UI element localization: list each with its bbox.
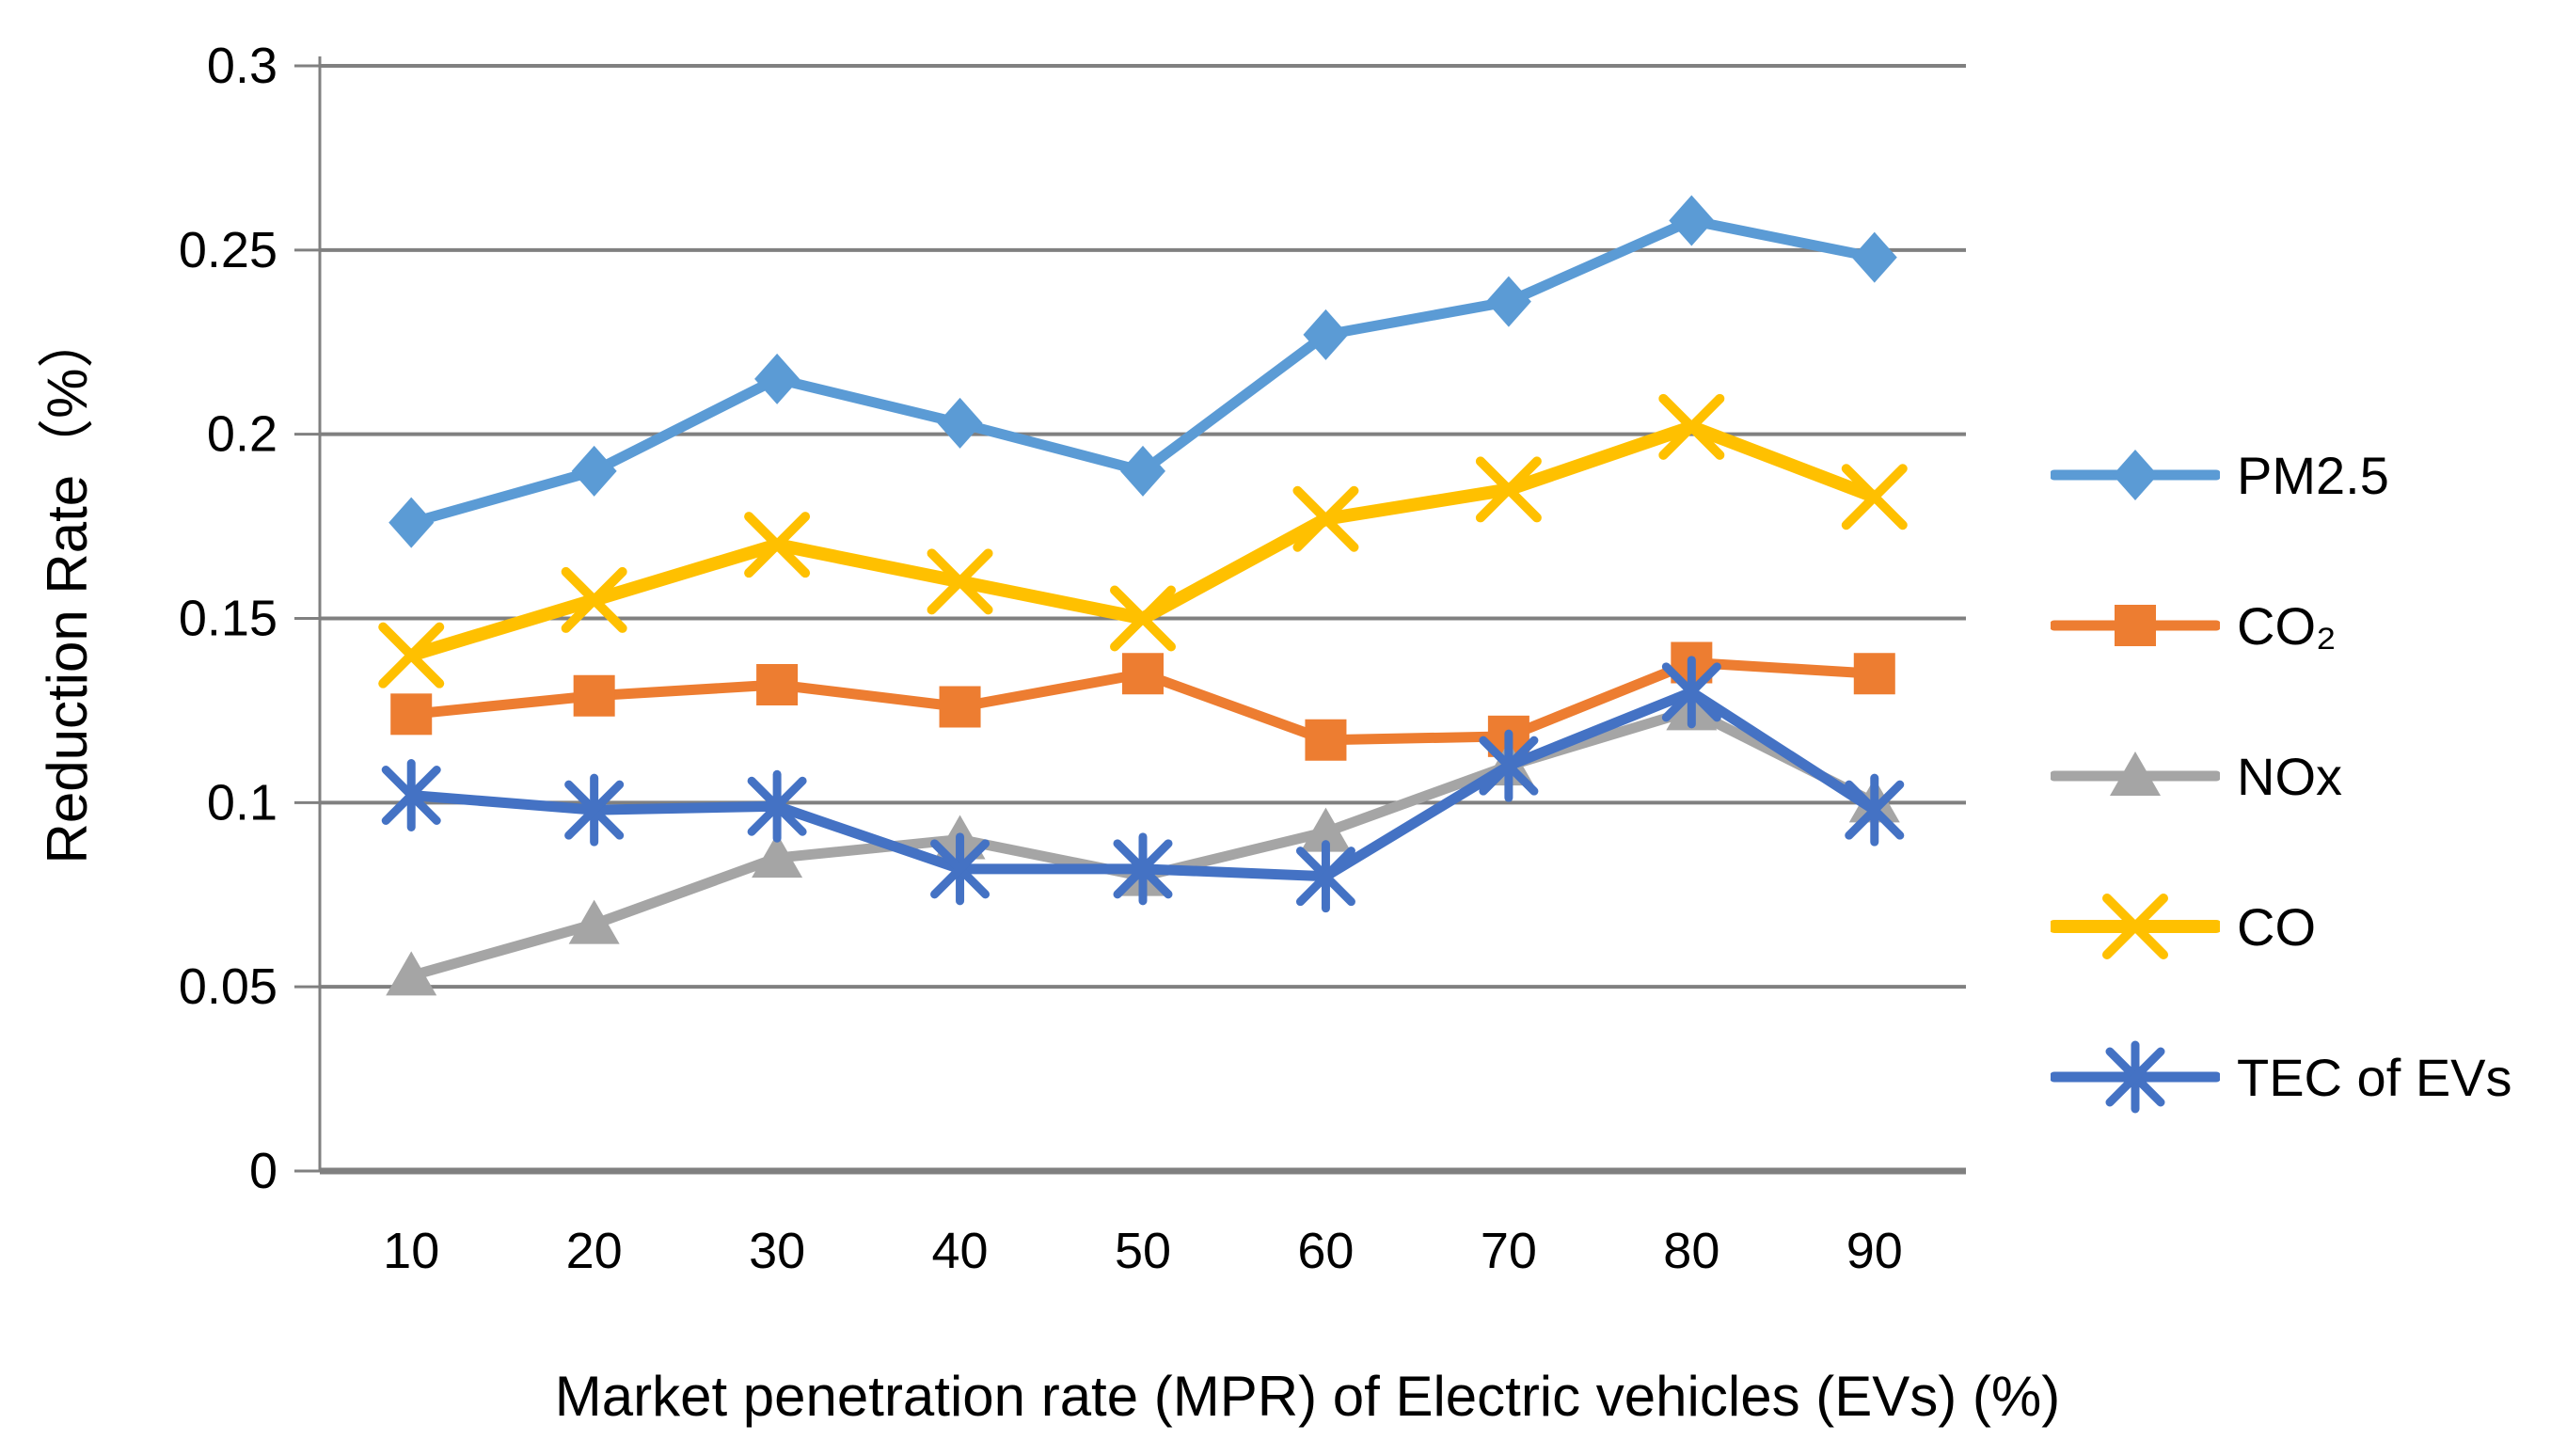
triangle-marker-icon (1300, 807, 1352, 852)
triangle-marker-icon (386, 951, 437, 996)
x-marker-icon (1658, 393, 1725, 460)
y-axis-title: Reduction Rate（%） (36, 311, 99, 864)
legend: PM2.5 CO₂ NOx CO TEC of EVs (2051, 0, 2567, 1456)
x-marker-icon (927, 548, 993, 615)
x-axis-title: Market penetration rate (MPR) of Electri… (554, 1365, 2061, 1428)
legend-item-co: CO₂ (2051, 583, 2337, 668)
x-marker-icon (1110, 585, 1176, 652)
legend-label: NOx (2237, 746, 2342, 806)
triangle-marker-icon (2110, 752, 2161, 796)
legend-label: TEC of EVs (2237, 1047, 2512, 1107)
x-tick-label: 20 (566, 1223, 623, 1279)
star-marker-icon (1479, 736, 1539, 796)
square-marker-icon (756, 664, 799, 705)
legend-item-pm25: PM2.5 (2051, 433, 2389, 517)
diamond-marker-icon (1120, 445, 1165, 497)
series-pm25 (388, 195, 1897, 548)
legend-key-square-icon (2051, 605, 2220, 646)
star-marker-icon (1661, 662, 1721, 722)
square-marker-icon (390, 693, 433, 736)
y-tick-label: 0.25 (179, 222, 277, 278)
x-marker-icon (744, 512, 811, 578)
diamond-marker-icon (1485, 276, 1531, 327)
diamond-marker-icon (1669, 195, 1715, 246)
x-tick-label: 80 (1663, 1223, 1719, 1279)
x-tick-label: 70 (1481, 1223, 1537, 1279)
square-marker-icon (573, 674, 615, 717)
star-marker-icon (2105, 1047, 2165, 1107)
x-tick-label: 30 (749, 1223, 805, 1279)
square-marker-icon (2115, 605, 2156, 646)
x-marker-icon (1841, 464, 1908, 530)
diamond-marker-icon (1851, 231, 1897, 283)
star-marker-icon (930, 839, 990, 899)
y-tick-label: 0.05 (179, 958, 277, 1015)
x-marker-icon (378, 622, 445, 688)
star-marker-icon (1113, 839, 1173, 899)
diamond-marker-icon (1303, 309, 1349, 360)
star-marker-icon (1845, 780, 1905, 840)
x-marker-icon (2102, 894, 2168, 959)
legend-label: CO (2237, 896, 2316, 957)
x-tick-label: 90 (1846, 1223, 1903, 1279)
legend-key-triangle-icon (2051, 752, 2220, 796)
square-marker-icon (1122, 653, 1164, 695)
star-marker-icon (1295, 847, 1355, 907)
legend-key-x-icon (2051, 894, 2220, 959)
square-marker-icon (1853, 653, 1895, 695)
diamond-marker-icon (937, 397, 983, 449)
x-tick-label: 50 (1115, 1223, 1171, 1279)
legend-key-star-icon (2051, 1040, 2220, 1114)
square-marker-icon (939, 686, 981, 728)
x-marker-icon (1475, 456, 1542, 523)
y-tick-label: 0 (249, 1143, 277, 1199)
legend-item-tecofevs: TEC of EVs (2051, 1035, 2512, 1119)
star-marker-icon (564, 780, 625, 840)
legend-label: CO₂ (2237, 595, 2337, 656)
y-tick-label: 0.3 (207, 38, 277, 94)
series-co (378, 393, 1908, 688)
legend-label: PM2.5 (2237, 445, 2389, 505)
x-marker-icon (561, 566, 627, 633)
legend-item-co: CO (2051, 884, 2316, 969)
y-tick-label: 0.1 (207, 774, 277, 831)
triangle-marker-icon (568, 899, 620, 944)
x-tick-label: 10 (383, 1223, 439, 1279)
x-tick-label: 60 (1297, 1223, 1354, 1279)
diamond-marker-icon (754, 353, 800, 404)
y-tick-label: 0.15 (179, 591, 277, 647)
series-tecofevs (381, 656, 1905, 913)
x-marker-icon (1292, 485, 1359, 552)
legend-item-nox: NOx (2051, 734, 2342, 818)
legend-key-diamond-icon (2051, 450, 2220, 500)
star-marker-icon (381, 766, 441, 825)
triangle-marker-icon (752, 833, 803, 878)
x-tick-label: 40 (932, 1223, 989, 1279)
diamond-marker-icon (571, 445, 617, 497)
diamond-marker-icon (2113, 450, 2158, 500)
star-marker-icon (747, 776, 807, 836)
diamond-marker-icon (388, 497, 435, 548)
square-marker-icon (1305, 719, 1347, 761)
y-tick-label: 0.2 (207, 406, 277, 463)
